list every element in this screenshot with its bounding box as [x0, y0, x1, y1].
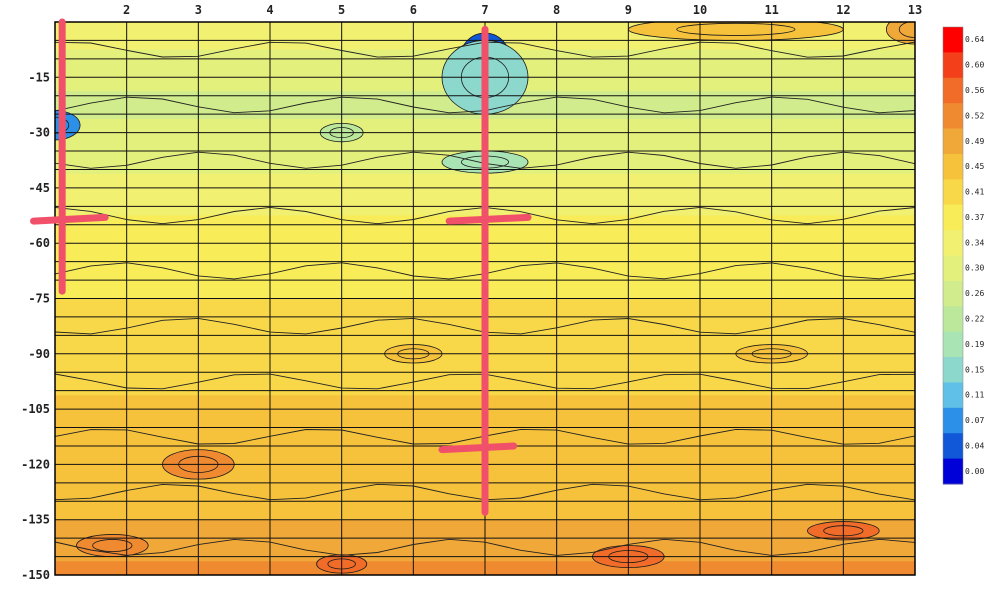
colorbar-frame — [942, 26, 964, 485]
colorbar-label: 0.30 — [965, 264, 984, 273]
y-tick-label: -135 — [21, 513, 50, 527]
colorbar-label: 0.00 — [965, 467, 984, 476]
x-axis: 2 3 4 5 6 7 8 9 10 11 12 13 — [123, 3, 922, 17]
colorbar-swatch — [943, 331, 963, 358]
high-spot-ring — [898, 22, 915, 38]
colorbar-label: 0.15 — [965, 365, 984, 374]
y-tick-label: -75 — [28, 292, 50, 306]
x-tick-label: 9 — [625, 3, 632, 17]
marker-center-crossbar — [445, 213, 532, 225]
colorbar-swatch — [943, 306, 963, 333]
x-tick-label: 11 — [764, 3, 778, 17]
y-tick-label: -60 — [28, 236, 50, 250]
contour-line — [54, 538, 916, 556]
colorbar-swatch — [943, 179, 963, 206]
colorbar-swatch — [943, 77, 963, 104]
colorbar-label: 0.37 — [965, 213, 984, 222]
colorbar-swatch — [943, 103, 963, 130]
colorbar-swatch — [943, 382, 963, 409]
y-tick-label: -105 — [21, 402, 50, 416]
colorbar-label: 0.04 — [965, 441, 984, 450]
x-tick-label: 8 — [553, 3, 560, 17]
colorbar-swatch — [943, 52, 963, 79]
colorbar-label: 0.34 — [965, 238, 984, 247]
colorbar-label: 0.56 — [965, 86, 984, 95]
y-tick-label: -45 — [28, 181, 50, 195]
colorbar-swatch — [943, 280, 963, 307]
x-tick-label: 5 — [338, 3, 345, 17]
colorbar-label: 0.11 — [965, 391, 984, 400]
x-tick-label: 12 — [836, 3, 850, 17]
colorbar-swatch — [943, 458, 963, 485]
colorbar-label: 0.52 — [965, 111, 984, 120]
colorbar-label: 0.41 — [965, 188, 984, 197]
x-tick-label: 7 — [481, 3, 488, 17]
x-tick-label: 2 — [123, 3, 130, 17]
colorbar-label: 0.64 — [965, 35, 984, 44]
colorbar-swatch — [943, 255, 963, 282]
x-tick-label: 3 — [195, 3, 202, 17]
y-tick-label: -150 — [21, 568, 50, 582]
colorbar-swatch — [943, 204, 963, 231]
colorbar-swatch — [943, 357, 963, 383]
colorbar-label: 0.07 — [965, 416, 984, 425]
colorbar-label: 0.22 — [965, 315, 984, 324]
y-tick-label: -120 — [21, 457, 50, 471]
colorbar-label: 0.26 — [965, 289, 984, 298]
x-tick-label: 13 — [908, 3, 922, 17]
colorbar-swatch — [943, 407, 963, 434]
marker-center-lower-crossbar — [438, 442, 518, 454]
x-tick-label: 4 — [266, 3, 273, 17]
plot-frame — [54, 21, 916, 576]
colorbar-swatch — [943, 128, 963, 155]
annotations — [30, 18, 532, 516]
high-spot-ring — [92, 539, 133, 552]
colorbar: 0.64 0.60 0.56 0.52 0.49 0.45 0.41 0.37 0.34 0.30… — [942, 26, 984, 485]
colorbar-swatch — [943, 153, 963, 180]
y-tick-label: -15 — [28, 70, 50, 84]
colorbar-swatch — [943, 433, 963, 460]
colorbar-label: 0.60 — [965, 61, 984, 70]
colorbar-label: 0.49 — [965, 137, 984, 146]
y-tick-label: -90 — [28, 347, 50, 361]
y-axis: -15 -30 -45 -60 -75 -90 -105 -120 -135 -150 — [21, 70, 50, 582]
colorbar-swatch — [943, 230, 963, 256]
colorbar-label: 0.45 — [965, 162, 984, 171]
marker-left-crossbar — [30, 213, 109, 225]
high-spot-ring — [676, 22, 796, 36]
y-tick-label: -30 — [28, 126, 50, 140]
x-tick-label: 10 — [693, 3, 707, 17]
colorbar-swatch — [943, 27, 963, 53]
colorbar-label: 0.19 — [965, 340, 984, 349]
low-spot-ring — [55, 116, 70, 134]
x-tick-label: 6 — [410, 3, 417, 17]
